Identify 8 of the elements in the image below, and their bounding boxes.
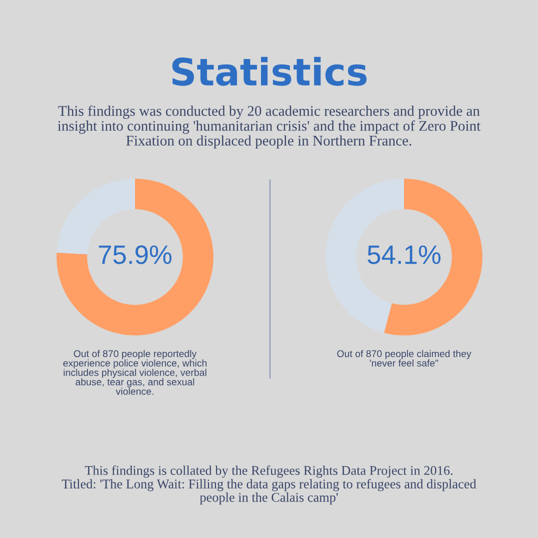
text: This findings was conducted by 20 academic researchers and provide an insight into continuing 'humanitarian crisis' and the impact of Zero Point Fixation on displaced people in Northern France.: [58, 105, 481, 149]
text: Out of 870 people reportedly experience police violence, which includes physical violence, verbal abuse, tear gas, and sexual violence.: [63, 350, 207, 395]
text: This findings is collated by the Refugees Rights Data Project in 2016. Titled: 'The Long Wait: Filling the data gaps relating to refugees and displaced people in the Calais camp': [62, 465, 476, 505]
text: Out of 870 people claimed they 'never feel safe": [337, 350, 472, 367]
data-label: 54.1%: [368, 246, 440, 264]
data-label: 75.9%: [98, 245, 172, 264]
donut-slice: [56, 178, 214, 336]
chart-title: Statistics: [172, 56, 367, 86]
